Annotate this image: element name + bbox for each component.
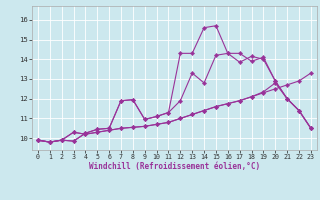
X-axis label: Windchill (Refroidissement éolien,°C): Windchill (Refroidissement éolien,°C): [89, 162, 260, 171]
